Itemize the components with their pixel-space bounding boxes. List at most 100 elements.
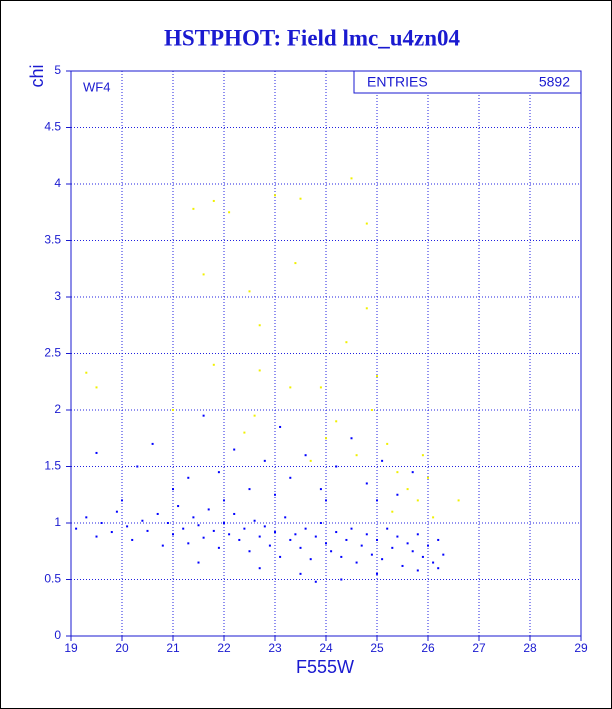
- point: [192, 207, 195, 210]
- point: [95, 386, 98, 389]
- plot-area: [70, 70, 582, 637]
- point: [319, 488, 322, 491]
- point: [258, 324, 261, 327]
- point: [335, 465, 338, 468]
- point: [212, 529, 215, 532]
- point: [284, 516, 287, 519]
- point: [365, 222, 368, 225]
- annotation: WF4: [83, 79, 110, 94]
- point: [376, 538, 378, 541]
- point: [223, 499, 225, 502]
- point: [325, 437, 327, 440]
- point: [350, 437, 353, 440]
- point: [100, 522, 103, 524]
- point: [304, 454, 307, 457]
- point: [370, 553, 373, 556]
- point: [85, 371, 88, 374]
- point: [457, 499, 460, 502]
- point: [299, 197, 302, 200]
- point: [95, 535, 98, 538]
- point: [416, 569, 419, 572]
- point: [126, 525, 129, 528]
- point: [85, 516, 88, 519]
- point: [202, 414, 205, 417]
- point: [136, 465, 139, 468]
- point: [314, 535, 317, 538]
- point: [406, 542, 409, 545]
- point: [416, 499, 419, 502]
- point: [258, 567, 261, 570]
- point: [223, 522, 225, 524]
- point: [151, 442, 154, 445]
- point: [411, 471, 414, 474]
- stats-value: 5892: [539, 74, 570, 90]
- point: [95, 451, 98, 454]
- point: [258, 535, 261, 538]
- y-axis-label: chi: [27, 64, 47, 87]
- point: [289, 538, 292, 541]
- stats-label: ENTRIES: [367, 74, 428, 90]
- point: [253, 519, 256, 522]
- point: [166, 522, 169, 524]
- point: [212, 363, 215, 366]
- x-tick-label: 27: [472, 641, 486, 655]
- point: [248, 290, 251, 293]
- point: [110, 531, 113, 534]
- point: [253, 414, 256, 417]
- point: [370, 409, 373, 411]
- point: [365, 533, 368, 536]
- point: [319, 522, 322, 524]
- y-tick-label: 1: [54, 515, 61, 529]
- point: [177, 505, 180, 508]
- point: [212, 199, 215, 202]
- y-tick-label: 2.5: [44, 346, 61, 360]
- x-tick-label: 22: [217, 641, 231, 655]
- point: [75, 527, 78, 530]
- point: [391, 510, 394, 513]
- point: [376, 375, 378, 378]
- point: [335, 531, 338, 534]
- point: [274, 194, 276, 197]
- point: [156, 512, 159, 515]
- point: [279, 555, 282, 558]
- point: [263, 459, 266, 462]
- point: [228, 211, 231, 214]
- point: [365, 307, 368, 310]
- point: [319, 386, 322, 389]
- y-tick-label: 4.5: [44, 120, 61, 134]
- point: [376, 572, 378, 575]
- point: [299, 546, 302, 549]
- point: [416, 533, 419, 536]
- point: [309, 459, 312, 462]
- point: [233, 448, 236, 451]
- point: [289, 476, 292, 479]
- y-tick-label: 2: [54, 402, 61, 416]
- point: [146, 529, 149, 532]
- point: [248, 488, 251, 491]
- point: [238, 538, 241, 541]
- point: [141, 519, 144, 522]
- point: [345, 538, 348, 541]
- point: [396, 535, 399, 538]
- point: [421, 555, 424, 558]
- x-tick-label: 21: [166, 641, 180, 655]
- point: [437, 567, 440, 570]
- point: [172, 488, 174, 491]
- point: [299, 572, 302, 575]
- x-tick-label: 19: [64, 641, 78, 655]
- point: [131, 538, 134, 541]
- point: [360, 544, 363, 547]
- point: [182, 527, 185, 530]
- point: [217, 471, 220, 474]
- point: [228, 533, 231, 536]
- point: [396, 471, 399, 474]
- point: [304, 527, 307, 530]
- point: [350, 177, 353, 180]
- point: [248, 550, 251, 553]
- point: [381, 459, 384, 462]
- point: [274, 493, 276, 496]
- point: [386, 527, 389, 530]
- point: [406, 488, 409, 491]
- point: [355, 454, 358, 457]
- point: [432, 516, 435, 519]
